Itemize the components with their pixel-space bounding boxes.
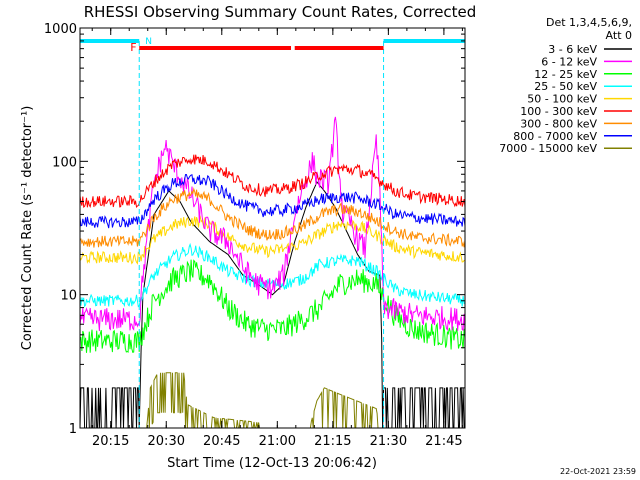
flare-flag-label: F — [130, 41, 136, 54]
series-line-25-50-kev — [79, 242, 465, 308]
x-tick-label: 21:45 — [425, 434, 462, 449]
x-axis-label: Start Time (12-Oct-13 20:06:42) — [167, 456, 377, 471]
legend-label: 3 - 6 keV — [548, 43, 597, 56]
plot-area: NF — [79, 37, 466, 429]
legend-label: 25 - 50 keV — [534, 80, 597, 93]
x-tick-label: 20:45 — [203, 434, 240, 449]
chart-title: RHESSI Observing Summary Count Rates, Co… — [84, 3, 477, 21]
series-line-7000-15000-kev — [80, 372, 465, 429]
x-tick-label: 20:15 — [92, 434, 129, 449]
plot-frame — [79, 27, 466, 429]
legend-label: 7000 - 15000 keV — [499, 142, 597, 155]
series-line-12-25-kev — [79, 259, 466, 353]
legend-label: 6 - 12 keV — [541, 55, 597, 68]
legend-label: 800 - 7000 keV — [513, 130, 597, 143]
x-tick-label: 21:15 — [314, 434, 351, 449]
series-line-3-6-kev — [79, 181, 465, 429]
axes: 20:15 20:30 20:45 21:00 21:15 21:30 21:45 1 10 10… — [44, 22, 465, 449]
legend-label: 100 - 300 keV — [520, 105, 597, 118]
x-tick-label: 21:30 — [370, 434, 407, 449]
legend-label: 12 - 25 keV — [534, 68, 597, 81]
y-tick-label: 1000 — [44, 22, 77, 37]
legend-header-1: Det 1,3,4,5,6,9, — [546, 16, 632, 29]
legend-label: 300 - 800 keV — [520, 117, 597, 130]
y-tick-label: 1 — [69, 422, 77, 437]
night-flag-label: N — [145, 37, 152, 47]
timestamp: 22-Oct-2021 23:59 — [560, 467, 636, 476]
series-line-6-12-kev — [79, 116, 466, 332]
series-line-800-7000-kev — [79, 173, 466, 229]
y-tick-label: 10 — [60, 289, 77, 304]
series-line-100-300-kev — [79, 154, 466, 209]
legend-header-2: Att 0 — [606, 29, 632, 42]
series-line-300-800-kev — [79, 187, 466, 248]
series-line-50-100-kev — [79, 215, 465, 265]
x-tick-label: 20:30 — [148, 434, 185, 449]
legend-label: 50 - 100 keV — [527, 93, 597, 106]
x-tick-label: 21:00 — [259, 434, 296, 449]
y-tick-label: 100 — [52, 155, 77, 170]
y-axis-label: Corrected Count Rate (s⁻¹ detector⁻¹) — [20, 106, 35, 351]
